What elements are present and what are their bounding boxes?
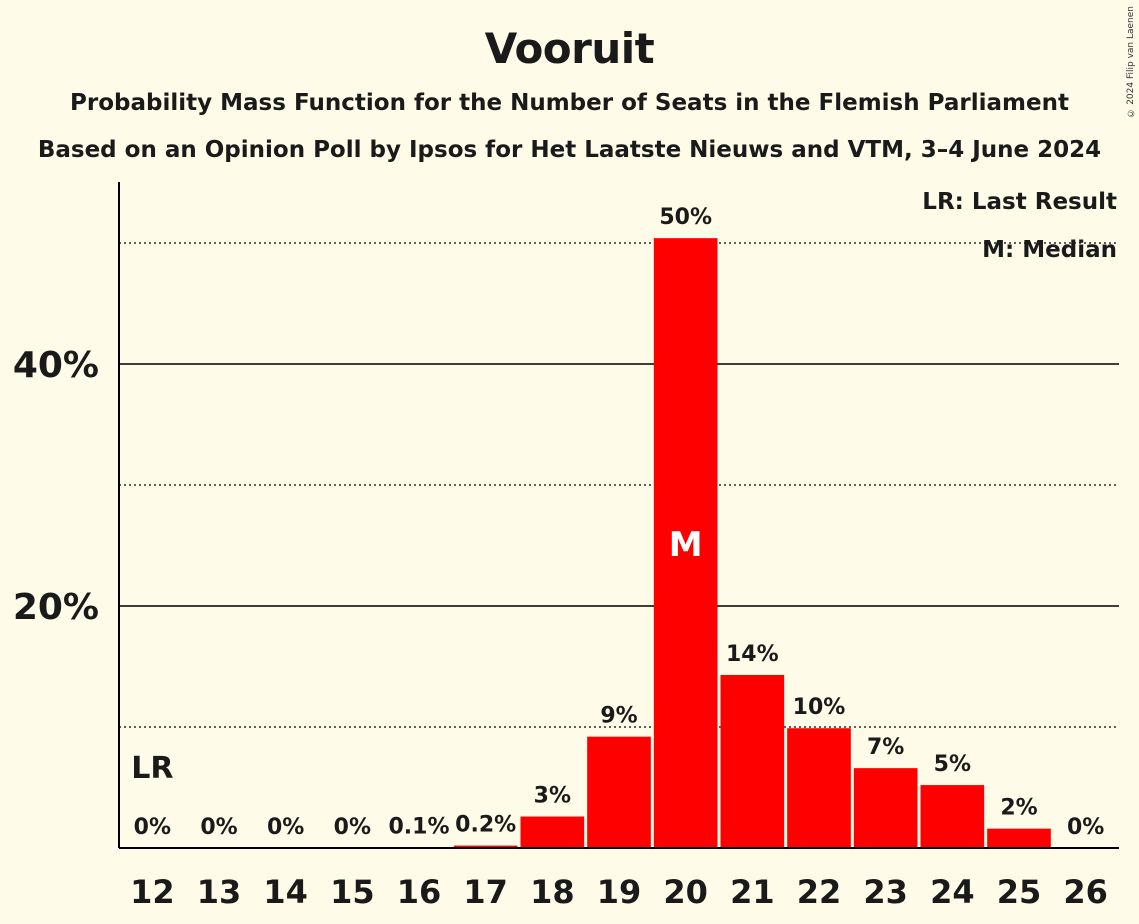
data-label: 10% [793,695,846,720]
chart-source: Based on an Opinion Poll by Ipsos for He… [37,137,1102,163]
x-tick-label: 19 [597,873,642,911]
data-label: 5% [934,752,971,777]
bar [520,816,585,848]
chart-subtitle: Probability Mass Function for the Number… [70,90,1069,116]
bar [853,768,918,848]
x-tick-label: 15 [330,873,375,911]
data-label: 0% [334,815,371,840]
x-tick-label: 24 [930,873,975,911]
x-tick-label: 12 [130,873,175,911]
data-label: 0% [200,815,237,840]
median-marker: M [669,525,703,565]
data-label: 0% [267,815,304,840]
legend-last-result: LR: Last Result [922,189,1117,215]
bar [787,728,851,848]
legend-median: M: Median [982,237,1117,263]
x-tick-label: 23 [863,873,908,911]
data-label: 3% [534,784,571,809]
x-tick-label: 26 [1063,873,1108,911]
bar [720,674,785,848]
bar [987,828,1051,848]
data-label: 0% [134,815,171,840]
x-tick-label: 22 [797,873,842,911]
data-label: 14% [726,642,779,667]
bar [653,238,718,848]
x-tick-label: 13 [197,873,242,911]
x-tick-label: 17 [463,873,508,911]
last-result-marker: LR [131,751,173,786]
x-tick-labels: 12 13 14 15 16 17 18 19 20 21 22 23 24 25 26 [130,873,1108,911]
data-label: 0.1% [388,814,449,839]
gridlines [119,242,1119,728]
x-tick-label: 16 [397,873,442,911]
bar [453,845,518,848]
bar [920,785,985,848]
data-label: 50% [659,205,712,230]
data-label: 9% [600,704,637,729]
chart-title: Vooruit [484,24,655,73]
bar [587,736,651,848]
data-label: 7% [867,735,904,760]
x-tick-label: 14 [263,873,308,911]
x-tick-label: 25 [997,873,1042,911]
data-label: 0% [1067,815,1104,840]
x-tick-label: 20 [663,873,708,911]
bars [387,238,1051,848]
y-tick-labels: 20% 40% [13,345,99,628]
data-label: 0.2% [455,813,516,838]
y-tick-label: 20% [13,587,99,628]
y-tick-label: 40% [13,345,99,386]
bar-labels: 0% LR 0% 0% 0% 0.1% 0.2% 3% 9% 50% M 14% 10% 7% 5% 2% 0% [131,205,1104,840]
data-label: 2% [1000,796,1037,821]
x-tick-label: 21 [730,873,775,911]
x-tick-label: 18 [530,873,575,911]
